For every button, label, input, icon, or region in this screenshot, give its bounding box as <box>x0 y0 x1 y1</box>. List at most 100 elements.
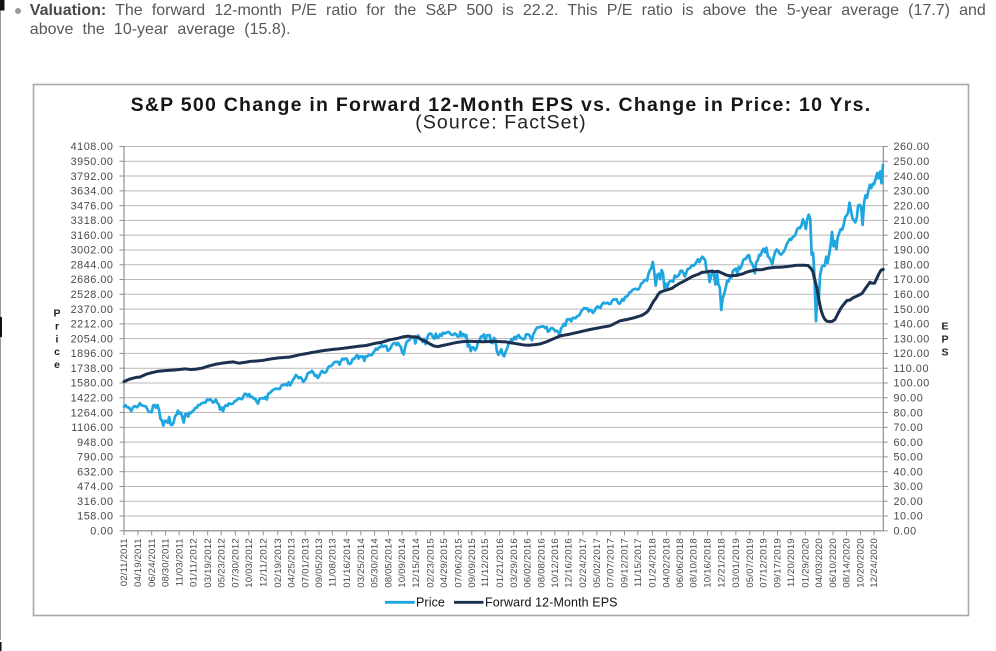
svg-text:948.00: 948.00 <box>77 437 113 449</box>
svg-text:03/29/2016: 03/29/2016 <box>509 538 520 588</box>
svg-text:04/29/2015: 04/29/2015 <box>439 538 450 588</box>
svg-text:05/02/2017: 05/02/2017 <box>592 538 603 588</box>
svg-text:210.00: 210.00 <box>894 215 930 227</box>
svg-text:90.00: 90.00 <box>894 392 924 404</box>
svg-text:05/07/2019: 05/07/2019 <box>745 538 756 588</box>
svg-text:1896.00: 1896.00 <box>71 348 114 360</box>
svg-text:1106.00: 1106.00 <box>71 422 113 434</box>
svg-text:P: P <box>53 308 60 320</box>
svg-text:Price: Price <box>416 596 445 610</box>
svg-text:09/05/2013: 09/05/2013 <box>314 538 325 588</box>
svg-text:1738.00: 1738.00 <box>71 363 114 375</box>
svg-text:260.00: 260.00 <box>894 141 930 153</box>
svg-text:3950.00: 3950.00 <box>71 156 114 168</box>
svg-text:80.00: 80.00 <box>894 407 924 419</box>
svg-text:158.00: 158.00 <box>77 511 113 523</box>
svg-text:04/25/2013: 04/25/2013 <box>286 538 297 588</box>
svg-text:1264.00: 1264.00 <box>71 407 114 419</box>
svg-text:02/24/2017: 02/24/2017 <box>578 538 589 588</box>
svg-text:07/12/2019: 07/12/2019 <box>759 538 770 588</box>
svg-text:230.00: 230.00 <box>894 186 930 198</box>
svg-text:3318.00: 3318.00 <box>71 215 114 227</box>
svg-text:2054.00: 2054.00 <box>71 333 114 345</box>
svg-text:240.00: 240.00 <box>894 171 930 183</box>
svg-text:S&P 500 Change in Forward 12-M: S&P 500 Change in Forward 12-Month EPS v… <box>131 94 872 116</box>
svg-text:04/03/2020: 04/03/2020 <box>814 538 825 588</box>
svg-text:03/01/2019: 03/01/2019 <box>731 538 742 588</box>
svg-text:11/12/2015: 11/12/2015 <box>480 538 491 587</box>
svg-text:3160.00: 3160.00 <box>71 230 114 242</box>
svg-text:06/02/2016: 06/02/2016 <box>522 538 533 588</box>
svg-text:r: r <box>55 320 59 332</box>
svg-text:0.00: 0.00 <box>90 526 113 538</box>
svg-text:11/03/2011: 11/03/2011 <box>174 538 185 586</box>
svg-text:11/20/2019: 11/20/2019 <box>786 538 797 587</box>
svg-text:(Source: FactSet): (Source: FactSet) <box>415 112 587 134</box>
svg-text:Forward 12-Month EPS: Forward 12-Month EPS <box>485 596 618 610</box>
svg-text:01/11/2012: 01/11/2012 <box>189 538 200 587</box>
svg-text:11/15/2017: 11/15/2017 <box>633 538 644 587</box>
svg-text:200.00: 200.00 <box>894 230 930 242</box>
svg-text:08/05/2014: 08/05/2014 <box>384 538 395 588</box>
svg-text:190.00: 190.00 <box>894 245 930 257</box>
svg-text:0.00: 0.00 <box>894 526 917 538</box>
svg-text:20.00: 20.00 <box>894 496 924 508</box>
svg-text:12/24/2020: 12/24/2020 <box>869 538 880 588</box>
svg-text:01/29/2020: 01/29/2020 <box>800 538 811 588</box>
svg-text:09/09/2015: 09/09/2015 <box>467 538 478 588</box>
svg-text:12/16/2016: 12/16/2016 <box>563 538 574 588</box>
svg-text:790.00: 790.00 <box>77 452 113 464</box>
svg-text:02/23/2015: 02/23/2015 <box>426 538 437 588</box>
svg-text:05/23/2012: 05/23/2012 <box>216 538 227 588</box>
svg-text:10/09/2014: 10/09/2014 <box>397 538 408 588</box>
svg-text:2844.00: 2844.00 <box>71 259 114 271</box>
svg-text:100.00: 100.00 <box>894 378 930 390</box>
svg-text:2212.00: 2212.00 <box>71 319 114 331</box>
svg-text:160.00: 160.00 <box>894 289 930 301</box>
svg-text:3634.00: 3634.00 <box>71 186 114 198</box>
svg-text:06/10/2020: 06/10/2020 <box>828 538 839 588</box>
svg-text:06/06/2018: 06/06/2018 <box>675 538 686 588</box>
svg-text:220.00: 220.00 <box>894 200 930 212</box>
svg-text:474.00: 474.00 <box>77 481 113 493</box>
svg-text:06/24/2011: 06/24/2011 <box>147 538 158 587</box>
svg-text:2370.00: 2370.00 <box>71 304 114 316</box>
svg-text:130.00: 130.00 <box>894 333 930 345</box>
svg-text:170.00: 170.00 <box>894 274 930 286</box>
svg-text:12/21/2018: 12/21/2018 <box>716 538 727 588</box>
svg-text:10/20/2020: 10/20/2020 <box>856 538 867 588</box>
svg-text:01/16/2014: 01/16/2014 <box>342 538 353 588</box>
svg-text:50.00: 50.00 <box>894 452 924 464</box>
svg-text:04/19/2011: 04/19/2011 <box>133 538 144 587</box>
svg-text:40.00: 40.00 <box>894 466 924 478</box>
svg-text:05/30/2014: 05/30/2014 <box>370 538 381 588</box>
svg-text:180.00: 180.00 <box>894 259 930 271</box>
svg-text:120.00: 120.00 <box>894 348 930 360</box>
svg-text:150.00: 150.00 <box>894 304 930 316</box>
svg-text:10.00: 10.00 <box>894 511 924 523</box>
svg-text:3792.00: 3792.00 <box>71 171 114 183</box>
svg-text:12/15/2014: 12/15/2014 <box>411 538 422 588</box>
svg-text:2528.00: 2528.00 <box>71 289 114 301</box>
svg-text:i: i <box>56 333 59 345</box>
svg-text:632.00: 632.00 <box>77 466 113 478</box>
svg-text:09/12/2017: 09/12/2017 <box>620 538 631 588</box>
svg-text:140.00: 140.00 <box>894 319 930 331</box>
svg-text:30.00: 30.00 <box>894 481 924 493</box>
svg-text:09/17/2019: 09/17/2019 <box>773 538 784 588</box>
svg-text:c: c <box>54 346 60 358</box>
svg-text:01/24/2018: 01/24/2018 <box>648 538 659 588</box>
svg-text:10/16/2018: 10/16/2018 <box>703 538 714 588</box>
svg-text:02/19/2013: 02/19/2013 <box>273 538 284 588</box>
svg-text:1422.00: 1422.00 <box>71 392 114 404</box>
svg-text:60.00: 60.00 <box>894 437 924 449</box>
svg-text:11/08/2013: 11/08/2013 <box>327 538 338 587</box>
svg-text:10/03/2012: 10/03/2012 <box>244 538 255 588</box>
svg-text:10/12/2016: 10/12/2016 <box>550 538 561 588</box>
svg-text:08/10/2018: 08/10/2018 <box>689 538 700 588</box>
svg-text:70.00: 70.00 <box>894 422 924 434</box>
svg-text:E: E <box>941 320 948 332</box>
svg-text:12/11/2012: 12/11/2012 <box>258 538 269 587</box>
svg-text:110.00: 110.00 <box>894 363 930 375</box>
svg-text:03/19/2012: 03/19/2012 <box>203 538 214 588</box>
